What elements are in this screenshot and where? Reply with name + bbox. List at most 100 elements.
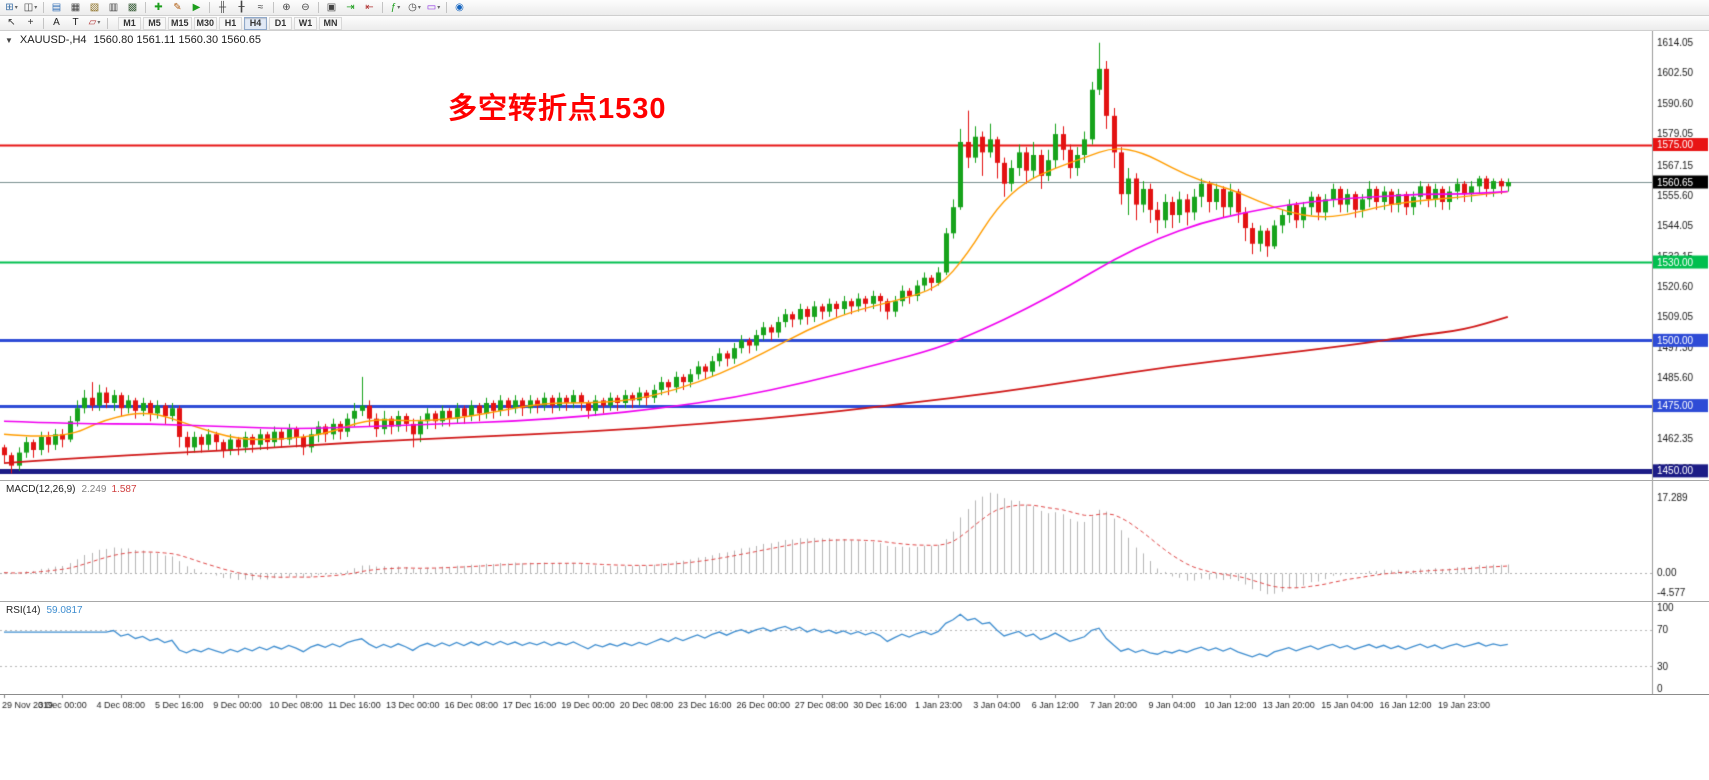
navigator-icon: ▧ bbox=[89, 1, 100, 13]
templates-button[interactable]: ▭ ▾ bbox=[424, 1, 443, 14]
dropdown-arrow-icon[interactable]: ▾ bbox=[34, 4, 38, 11]
timeframe-m1-button[interactable]: M1 bbox=[118, 16, 141, 30]
chart-shift-icon: ⇤ bbox=[365, 1, 374, 13]
indicators-icon: ƒ bbox=[390, 1, 397, 13]
text-label-icon: T bbox=[72, 17, 79, 28]
timeframe-d1-button[interactable]: D1 bbox=[269, 16, 293, 30]
market-watch-icon: ▤ bbox=[51, 1, 62, 13]
toolbar-separator bbox=[446, 2, 447, 13]
indicators-button[interactable]: ƒ ▾ bbox=[386, 1, 405, 14]
macd-pane: MACD(12,26,9) 2.249 1.587 bbox=[0, 480, 1709, 601]
crosshair-button[interactable]: + bbox=[21, 17, 40, 30]
bars-chart-button[interactable]: ╫ bbox=[213, 1, 232, 14]
zoom-out-button[interactable]: ⊖ bbox=[296, 1, 315, 14]
rsi-canvas[interactable] bbox=[0, 602, 1709, 694]
bars-chart-icon: ╫ bbox=[218, 1, 227, 13]
toolbar-separator bbox=[273, 2, 274, 13]
time-axis-canvas[interactable] bbox=[0, 695, 1709, 714]
macd-label: MACD(12,26,9) 2.249 1.587 bbox=[6, 484, 137, 495]
toolbar-separator bbox=[382, 2, 383, 13]
templates-icon: ▭ bbox=[426, 1, 437, 13]
cursor-icon: ↖ bbox=[7, 17, 16, 28]
timeframe-m15-button[interactable]: M15 bbox=[168, 16, 192, 30]
toolbar-separator bbox=[145, 2, 146, 13]
zoom-out-icon: ⊖ bbox=[301, 1, 310, 13]
new-order-button[interactable]: ✚ bbox=[149, 1, 168, 14]
ohlc-values: 1560.80 1561.11 1560.30 1560.65 bbox=[93, 34, 261, 46]
metaeditor-icon: ✎ bbox=[173, 1, 182, 13]
toolbar-separator bbox=[209, 2, 210, 13]
price-pane: ▼ XAUUSD-,H4 1560.80 1561.11 1560.30 156… bbox=[0, 31, 1709, 480]
toolbar-separator bbox=[318, 2, 319, 13]
toolbar-tools: ↖ + A T ▱ ▾ M1 M5 M15 M30 H1 H4 D1 W1 MN bbox=[0, 16, 1709, 31]
price-chart-canvas[interactable] bbox=[0, 31, 1709, 480]
shapes-button[interactable]: ▱ ▾ bbox=[85, 17, 104, 30]
text-annotation-button[interactable]: A bbox=[47, 17, 66, 30]
one-click-trading-icon[interactable]: ▼ bbox=[5, 35, 13, 45]
toolbar-main: ⊞ ▾ ◫ ▾ ▤ ▦ ▧ ▥ ▩ ✚ ✎ ▶ ╫ ╂ ≈ ⊕ ⊖ ▣ ⇥ ⇤ ƒ ▾ ◷ ▾ ▭ ▾ ◉ bbox=[0, 0, 1709, 16]
data-window-button[interactable]: ▦ bbox=[66, 1, 85, 14]
tile-windows-button[interactable]: ▣ bbox=[322, 1, 341, 14]
toolbar-separator bbox=[107, 17, 108, 29]
new-chart-button[interactable]: ⊞ ▾ bbox=[2, 1, 21, 14]
navigator-button[interactable]: ▧ bbox=[85, 1, 104, 14]
zoom-in-icon: ⊕ bbox=[282, 1, 291, 13]
timeframe-bar: M1 M5 M15 M30 H1 H4 D1 W1 MN bbox=[117, 16, 343, 30]
terminal-icon: ▥ bbox=[108, 1, 119, 13]
timeframe-h4-button[interactable]: H4 bbox=[244, 16, 268, 30]
metaeditor-button[interactable]: ✎ bbox=[168, 1, 187, 14]
time-axis-pane bbox=[0, 694, 1709, 714]
chart-shift-button[interactable]: ⇤ bbox=[360, 1, 379, 14]
zoom-in-button[interactable]: ⊕ bbox=[277, 1, 296, 14]
symbol-title: XAUUSD-,H4 bbox=[19, 34, 87, 46]
dropdown-arrow-icon[interactable]: ▾ bbox=[97, 20, 101, 26]
auto-scroll-button[interactable]: ⇥ bbox=[341, 1, 360, 14]
profiles-icon: ◫ bbox=[23, 1, 34, 13]
data-window-icon: ▦ bbox=[70, 1, 81, 13]
crosshair-icon: + bbox=[27, 17, 34, 28]
shapes-icon: ▱ bbox=[88, 17, 97, 28]
rsi-value: 59.0817 bbox=[46, 605, 83, 616]
rsi-name: RSI(14) bbox=[6, 605, 41, 616]
dropdown-arrow-icon[interactable]: ▾ bbox=[417, 4, 421, 11]
timeframe-m5-button[interactable]: M5 bbox=[143, 16, 166, 30]
mql5-community-button[interactable]: ◉ bbox=[450, 1, 469, 14]
line-chart-icon: ≈ bbox=[257, 1, 264, 13]
macd-value-main: 2.249 bbox=[81, 484, 107, 495]
terminal-button[interactable]: ▥ bbox=[104, 1, 123, 14]
drawing-tools: ↖ + A T ▱ ▾ bbox=[2, 17, 111, 30]
text-label-button[interactable]: T bbox=[66, 17, 85, 30]
candles-chart-button[interactable]: ╂ bbox=[232, 1, 251, 14]
strategy-tester-icon: ▩ bbox=[127, 1, 138, 13]
dropdown-arrow-icon[interactable]: ▾ bbox=[14, 4, 18, 11]
strategy-tester-button[interactable]: ▩ bbox=[123, 1, 142, 14]
macd-name: MACD(12,26,9) bbox=[6, 484, 76, 495]
periods-button[interactable]: ◷ ▾ bbox=[405, 1, 424, 14]
auto-scroll-icon: ⇥ bbox=[346, 1, 355, 13]
market-watch-button[interactable]: ▤ bbox=[47, 1, 66, 14]
rsi-label: RSI(14) 59.0817 bbox=[6, 605, 83, 616]
rsi-pane: RSI(14) 59.0817 bbox=[0, 601, 1709, 694]
cursor-button[interactable]: ↖ bbox=[2, 17, 21, 30]
timeframe-mn-button[interactable]: MN bbox=[319, 16, 343, 30]
symbol-header: ▼ XAUUSD-,H4 1560.80 1561.11 1560.30 156… bbox=[5, 34, 261, 46]
tile-windows-icon: ▣ bbox=[326, 1, 337, 13]
timeframe-w1-button[interactable]: W1 bbox=[294, 16, 318, 30]
text-annotation-icon: A bbox=[53, 17, 60, 28]
autotrading-button[interactable]: ▶ bbox=[187, 1, 206, 14]
chart-annotation-text: 多空转折点1530 bbox=[448, 93, 667, 125]
macd-value-signal: 1.587 bbox=[111, 484, 137, 495]
line-chart-button[interactable]: ≈ bbox=[251, 1, 270, 14]
new-order-icon: ✚ bbox=[154, 1, 163, 13]
periods-icon: ◷ bbox=[408, 1, 417, 13]
macd-canvas[interactable] bbox=[0, 481, 1709, 601]
toolbar-separator bbox=[43, 17, 44, 29]
candles-chart-icon: ╂ bbox=[238, 1, 245, 13]
timeframe-h1-button[interactable]: H1 bbox=[219, 16, 243, 30]
dropdown-arrow-icon[interactable]: ▾ bbox=[397, 4, 401, 11]
timeframe-m30-button[interactable]: M30 bbox=[193, 16, 218, 30]
autotrading-icon: ▶ bbox=[192, 1, 201, 13]
profiles-button[interactable]: ◫ ▾ bbox=[21, 1, 40, 14]
dropdown-arrow-icon[interactable]: ▾ bbox=[437, 4, 441, 11]
